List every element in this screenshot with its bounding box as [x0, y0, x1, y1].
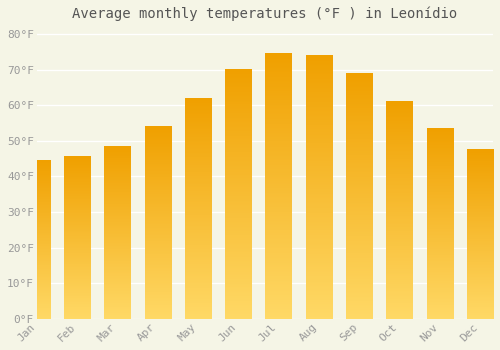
Title: Average monthly temperatures (°F ) in Leonídio: Average monthly temperatures (°F ) in Le…: [72, 7, 458, 21]
